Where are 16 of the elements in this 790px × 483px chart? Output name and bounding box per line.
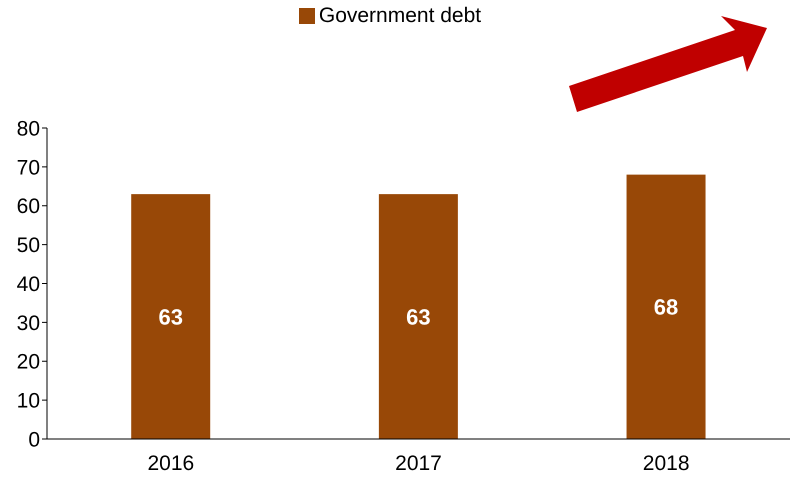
x-tick-label: 2017 <box>395 452 442 475</box>
y-tick-label: 40 <box>16 272 40 296</box>
data-label: 68 <box>654 294 678 320</box>
y-tick-label: 0 <box>28 428 40 452</box>
y-tick-label: 10 <box>16 390 40 413</box>
x-tick-label: 2016 <box>147 452 194 475</box>
y-tick-label: 20 <box>16 350 40 374</box>
legend-label: Government debt <box>318 4 482 27</box>
y-tick-label: 60 <box>16 195 40 218</box>
y-tick-label: 70 <box>16 156 40 180</box>
data-label: 63 <box>406 304 431 330</box>
x-tick-label: 2018 <box>642 452 690 475</box>
y-tick-label: 80 <box>16 117 40 140</box>
y-tick-label: 30 <box>16 312 40 335</box>
y-tick-label: 50 <box>16 234 40 258</box>
data-label: 63 <box>158 304 183 330</box>
